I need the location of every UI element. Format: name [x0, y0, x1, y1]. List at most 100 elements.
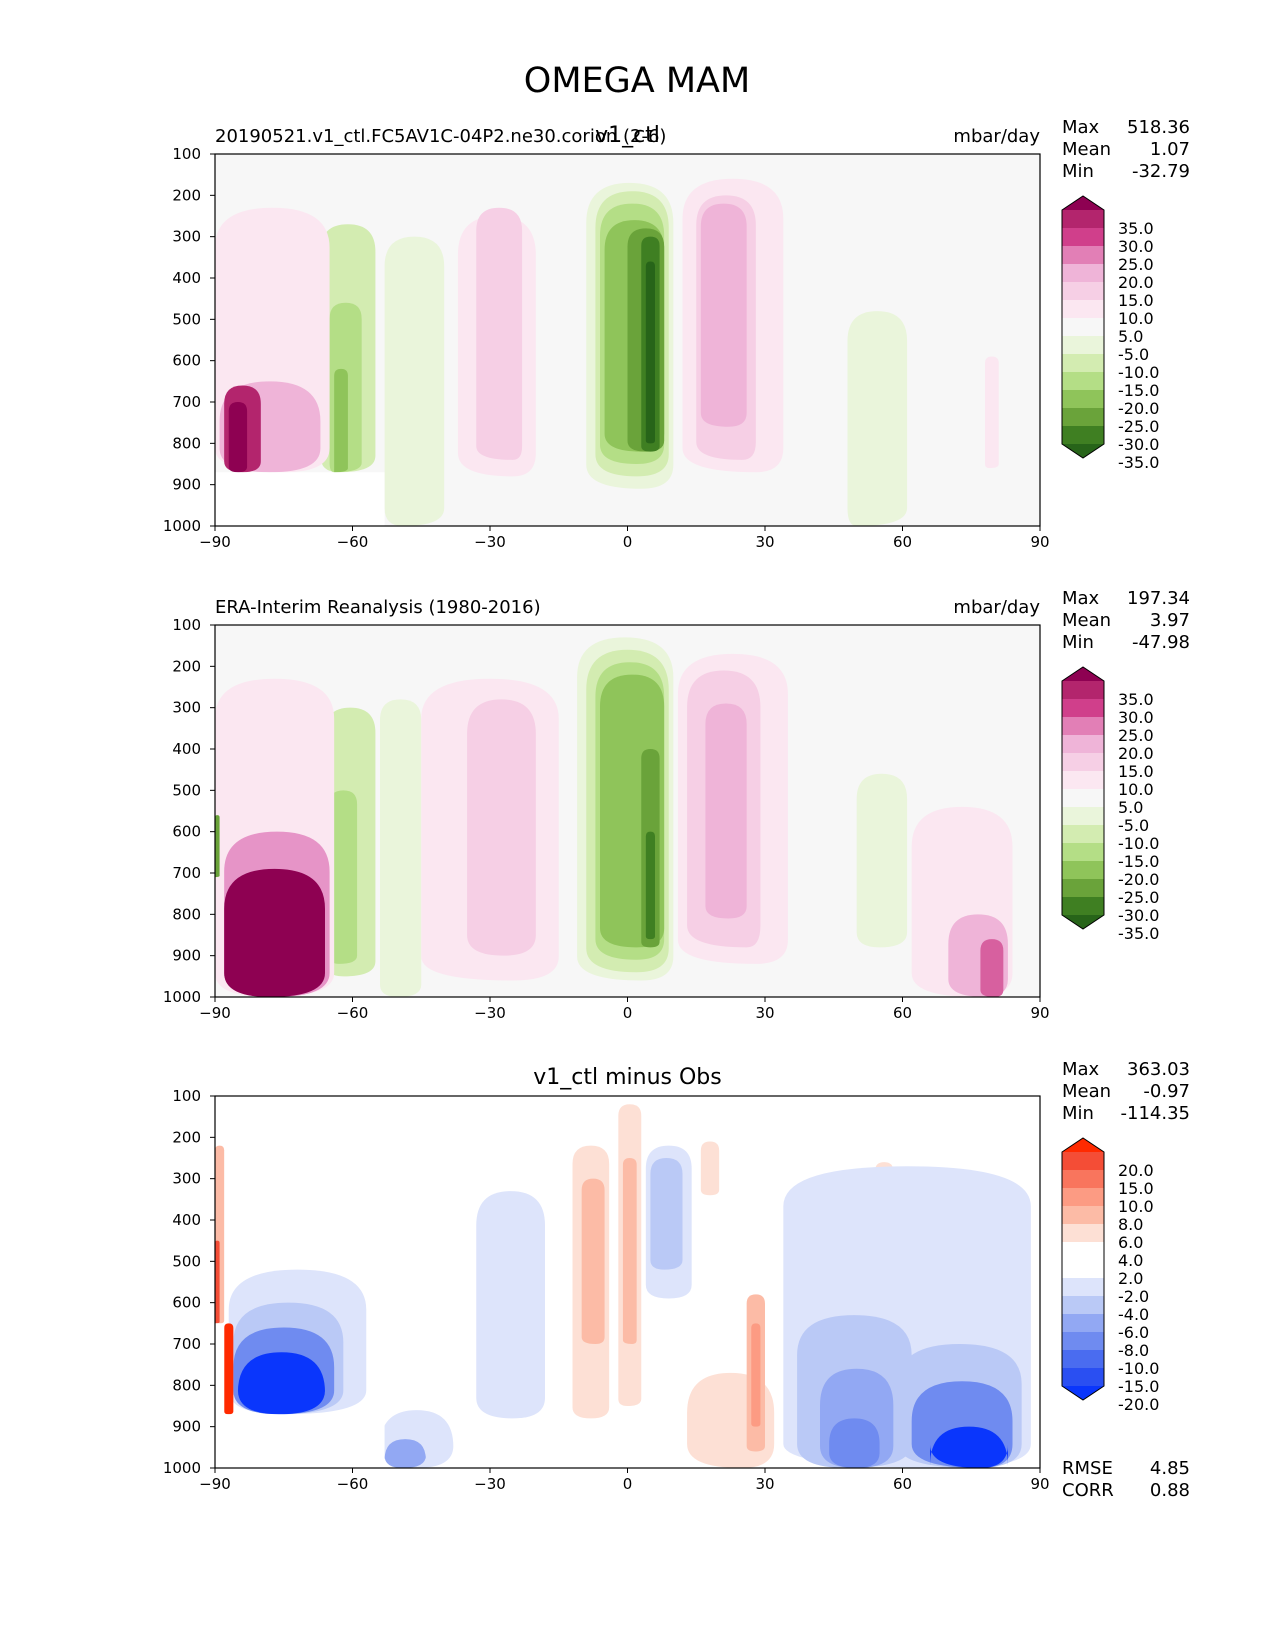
stat-label: Max	[1062, 117, 1100, 138]
colorbar-extend-bottom	[1062, 444, 1104, 458]
y-tick-label: 400	[172, 740, 201, 758]
x-tick-label: 30	[755, 1475, 774, 1493]
colorbar-bin	[1062, 1242, 1104, 1260]
colorbar-bin	[1062, 282, 1104, 300]
y-axis: 100 200 300 400 500 600 700 800 900 1000	[163, 616, 215, 1006]
panel-left-title: 20190521.v1_ctl.FC5AV1C-04P2.ne30.corion…	[215, 126, 666, 147]
y-tick-label: 400	[172, 269, 201, 287]
contour-feature	[384, 236, 445, 526]
colorbar-tick-label: -10.0	[1118, 834, 1159, 853]
colorbar-bin	[1062, 1170, 1104, 1188]
contour-feature	[622, 1158, 637, 1344]
colorbar-tick-label: -30.0	[1118, 906, 1159, 925]
stat-label: Mean	[1062, 610, 1111, 631]
colorbar-tick-label: 25.0	[1118, 255, 1154, 274]
y-tick-label: 100	[172, 616, 201, 634]
stat-value: 363.03	[1127, 1059, 1190, 1080]
colorbar: 35.030.025.020.015.010.05.0-5.0-10.0-15.…	[1061, 666, 1159, 943]
stat-value: 197.34	[1127, 588, 1190, 609]
x-tick-label: 90	[1030, 1475, 1049, 1493]
colorbar-tick-label: 35.0	[1118, 690, 1154, 709]
colorbar-tick-label: -2.0	[1118, 1287, 1149, 1306]
contour-feature	[476, 207, 523, 460]
y-tick-label: 600	[172, 823, 201, 841]
stat-value: 0.88	[1150, 1480, 1190, 1501]
x-tick-label: −60	[337, 533, 369, 551]
colorbar-bin	[1062, 318, 1104, 336]
colorbar-tick-label: -25.0	[1118, 888, 1159, 907]
contour-feature	[847, 311, 908, 526]
colorbar-extend-top	[1062, 196, 1104, 210]
stat-value: 518.36	[1127, 117, 1190, 138]
x-tick-label: 0	[623, 533, 633, 551]
panel-3: −90 −60 −30 0 30 60 90 100 200 300 400 500 600 700 800…	[163, 1059, 1190, 1501]
y-tick-label: 300	[172, 1170, 201, 1188]
stat-label: Min	[1062, 161, 1094, 182]
colorbar-bin	[1062, 825, 1104, 843]
x-tick-label: 30	[755, 533, 774, 551]
colorbar-tick-label: 10.0	[1118, 780, 1154, 799]
y-tick-label: 1000	[163, 517, 201, 535]
y-tick-label: 400	[172, 1211, 201, 1229]
colorbar-tick-label: -6.0	[1118, 1323, 1149, 1342]
panel-2: −90 −60 −30 0 30 60 90 100 200 300 400 500 600 700 800…	[163, 588, 1190, 1022]
colorbar-bin	[1062, 861, 1104, 879]
contour-feature	[985, 356, 999, 469]
stat-value: -114.35	[1121, 1103, 1190, 1124]
contour-feature	[650, 1158, 683, 1270]
y-tick-label: 200	[172, 186, 201, 204]
stat-value: -47.98	[1132, 632, 1190, 653]
colorbar-tick-label: -15.0	[1118, 852, 1159, 871]
colorbar-extend-top	[1062, 667, 1104, 681]
contour-fields	[215, 637, 1013, 997]
colorbar-tick-label: 20.0	[1118, 1161, 1154, 1180]
colorbar-outline	[1061, 1137, 1105, 1401]
stat-value: -0.97	[1143, 1081, 1190, 1102]
colorbar-tick-label: -5.0	[1118, 345, 1149, 364]
colorbar-tick-label: -20.0	[1118, 399, 1159, 418]
colorbar-tick-label: 8.0	[1118, 1215, 1143, 1234]
colorbar-tick-label: 20.0	[1118, 273, 1154, 292]
stat-value: 1.07	[1150, 139, 1190, 160]
stat-value: 4.85	[1150, 1458, 1190, 1479]
x-tick-label: 60	[893, 533, 912, 551]
x-tick-label: 90	[1030, 1004, 1049, 1022]
panel-title: v1_ctl	[595, 123, 660, 148]
stat-value: 3.97	[1150, 610, 1190, 631]
y-tick-label: 700	[172, 864, 201, 882]
contour-feature	[700, 1141, 720, 1196]
colorbar-bin	[1062, 753, 1104, 771]
y-tick-label: 100	[172, 145, 201, 163]
stat-label: Min	[1062, 632, 1094, 653]
y-tick-label: 900	[172, 947, 201, 965]
colorbar-bin	[1062, 336, 1104, 354]
stat-value: -32.79	[1132, 161, 1190, 182]
x-tick-label: 90	[1030, 533, 1049, 551]
contour-feature	[380, 699, 422, 997]
y-tick-label: 700	[172, 1335, 201, 1353]
contour-feature	[467, 699, 536, 956]
x-tick-label: 0	[623, 1004, 633, 1022]
colorbar-tick-label: -5.0	[1118, 816, 1149, 835]
contour-feature	[829, 1418, 880, 1468]
colorbar-bin	[1062, 1206, 1104, 1224]
contour-feature	[224, 1323, 234, 1415]
contour-feature	[705, 703, 747, 919]
contour-feature	[856, 773, 908, 948]
x-tick-label: 0	[623, 1475, 633, 1493]
colorbar-bin	[1062, 372, 1104, 390]
colorbar-bin	[1062, 246, 1104, 264]
colorbar-tick-label: -20.0	[1118, 870, 1159, 889]
colorbar-tick-label: -30.0	[1118, 435, 1159, 454]
colorbar-bin	[1062, 789, 1104, 807]
colorbar-tick-label: 15.0	[1118, 1179, 1154, 1198]
stat-label: Max	[1062, 588, 1100, 609]
y-tick-label: 100	[172, 1087, 201, 1105]
y-tick-label: 500	[172, 781, 201, 799]
y-tick-label: 800	[172, 1376, 201, 1394]
panel-stats: Max 197.34 Mean 3.97 Min -47.98	[1062, 588, 1190, 653]
colorbar-tick-label: 15.0	[1118, 291, 1154, 310]
contour-feature	[224, 868, 325, 997]
colorbar-tick-label: 25.0	[1118, 726, 1154, 745]
contour-feature	[215, 815, 220, 878]
